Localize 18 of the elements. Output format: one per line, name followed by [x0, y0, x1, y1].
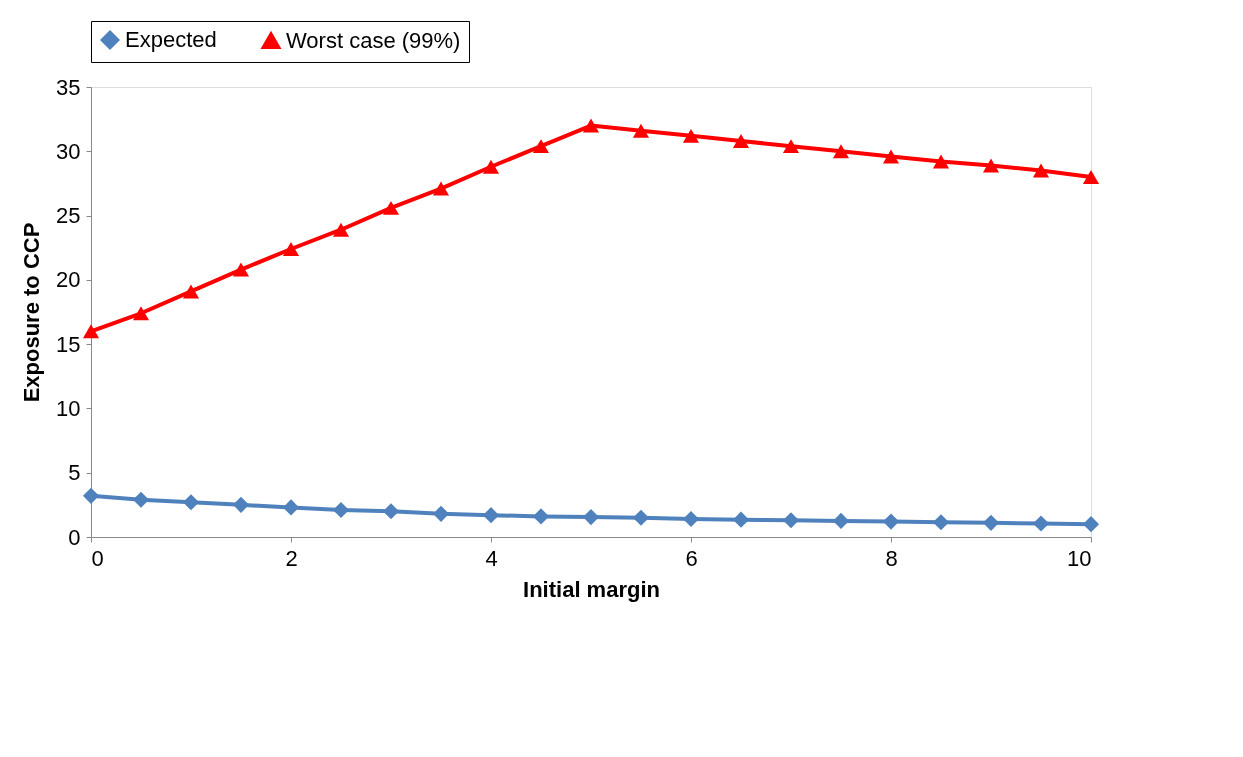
legend-label: Worst case (99%) [286, 27, 461, 53]
y-tick-label: 25 [56, 203, 81, 229]
x-tick-label: 0 [91, 545, 104, 571]
x-tick-label: 6 [685, 545, 698, 571]
x-tick-label: 4 [485, 545, 498, 571]
legend-label: Expected [125, 27, 217, 53]
y-axis-title: Exposure to CCP [19, 222, 45, 403]
y-tick-label: 15 [56, 331, 81, 357]
x-tick-label: 10 [1067, 545, 1092, 571]
x-tick-label: 2 [285, 545, 298, 571]
y-tick-label: 10 [56, 395, 81, 421]
y-tick-label: 5 [68, 460, 81, 486]
x-axis-title: Initial margin [523, 576, 660, 602]
y-tick-label: 30 [56, 138, 81, 164]
y-tick-label: 20 [56, 267, 81, 293]
x-tick-label: 8 [885, 545, 898, 571]
y-tick-label: 35 [56, 74, 81, 100]
y-tick-label: 0 [68, 524, 81, 550]
